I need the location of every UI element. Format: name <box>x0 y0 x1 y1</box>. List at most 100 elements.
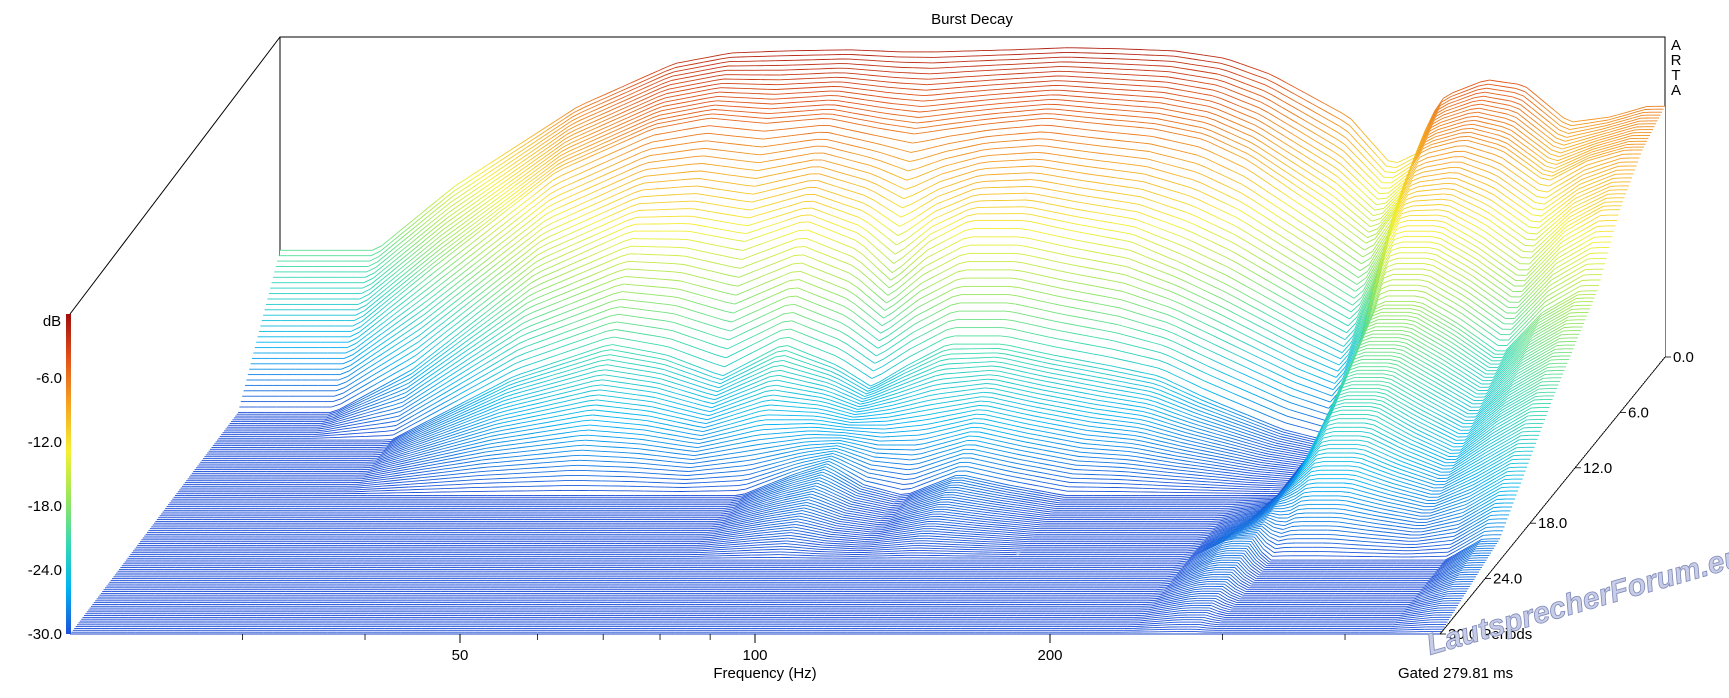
slice-segment <box>524 145 535 153</box>
slice-segment <box>1614 120 1624 124</box>
slice-segment <box>508 175 519 183</box>
slice-segment <box>598 103 609 109</box>
slice-segment <box>1229 101 1240 107</box>
slice-segment <box>1457 139 1468 142</box>
slice-segment <box>449 200 460 208</box>
slice-segment <box>1249 66 1259 71</box>
slice-segment <box>1462 105 1472 110</box>
slice-segment <box>591 125 602 131</box>
slice-segment <box>557 133 568 142</box>
slice-segment <box>629 82 639 88</box>
slice-segment <box>716 100 726 102</box>
slice-segment <box>1388 185 1398 194</box>
slice-segment <box>1528 115 1538 124</box>
slice-segment <box>434 228 445 237</box>
slice-segment <box>823 81 834 83</box>
slice-segment <box>501 149 512 157</box>
slice-segment <box>418 207 428 217</box>
slice-segment <box>1313 97 1324 104</box>
slice-segment <box>1535 94 1546 103</box>
slice-segment <box>1034 85 1045 88</box>
slice-segment <box>1553 109 1564 119</box>
slice-segment <box>1432 101 1443 116</box>
slice-segment <box>1437 107 1447 114</box>
slice-segment <box>1307 122 1318 129</box>
slice-segment <box>470 177 481 185</box>
slice-segment <box>544 128 555 136</box>
slice-segment <box>649 202 659 204</box>
slice-segment <box>1330 113 1341 120</box>
slice-segment <box>872 75 883 77</box>
slice-segment <box>1229 65 1239 70</box>
slice-segment <box>668 193 679 196</box>
slice-segment <box>576 124 586 130</box>
slice-segment <box>584 98 595 104</box>
slice-segment <box>1597 122 1607 126</box>
slice-segment <box>1543 138 1554 147</box>
slice-segment <box>1026 81 1037 84</box>
slice-segment <box>1198 70 1209 73</box>
slice-segment <box>897 87 908 90</box>
slice-segment <box>461 183 472 191</box>
slice-segment <box>928 78 938 80</box>
slice-segment <box>466 193 477 201</box>
slice-segment <box>1563 117 1573 123</box>
slice-segment <box>517 169 528 177</box>
slice-segment <box>684 92 694 95</box>
slice-segment <box>1534 131 1545 140</box>
slice-segment <box>556 113 567 121</box>
waterfall-slices <box>70 47 1665 635</box>
slice-segment <box>1242 94 1252 99</box>
slice-segment <box>623 100 634 106</box>
slice-segment <box>491 183 502 192</box>
slice-segment <box>664 71 675 76</box>
slice-segment <box>1037 145 1047 147</box>
slice-segment <box>453 184 464 192</box>
slice-segment <box>1246 77 1256 82</box>
slice-segment <box>575 103 585 109</box>
slice-segment <box>991 79 1001 81</box>
slice-segment <box>1094 72 1104 74</box>
slice-segment <box>1024 158 1035 161</box>
slice-segment <box>1517 83 1527 88</box>
slice-segment <box>614 104 624 110</box>
slice-segment <box>1482 99 1492 103</box>
slice-segment <box>854 73 864 76</box>
slice-segment <box>1178 72 1189 76</box>
slice-segment <box>588 112 598 118</box>
slice-segment <box>1185 84 1195 88</box>
slice-segment <box>549 135 560 144</box>
slice-segment <box>1549 122 1560 131</box>
slice-segment <box>663 75 673 80</box>
slice-segment <box>380 268 391 277</box>
slice-segment <box>367 261 378 267</box>
slice-segment <box>516 147 527 154</box>
slice-segment <box>1517 112 1528 121</box>
slice-segment <box>851 82 861 85</box>
slice-segment <box>565 107 576 115</box>
slice-segment <box>603 112 614 118</box>
slice-segment <box>644 83 655 89</box>
slice-segment <box>432 208 443 218</box>
slice-segment <box>1074 76 1084 78</box>
slice-segment <box>554 142 565 150</box>
slice-segment <box>1607 116 1618 121</box>
slice-segment <box>1314 140 1324 147</box>
slice-segment <box>885 65 895 68</box>
slice-segment <box>779 107 790 109</box>
slice-segment <box>617 95 627 101</box>
slice-segment <box>1163 60 1173 62</box>
slice-segment <box>1031 67 1041 69</box>
slice-segment <box>958 65 969 68</box>
slice-segment <box>1240 63 1250 68</box>
slice-segment <box>863 74 874 76</box>
slice-segment <box>425 235 436 245</box>
slice-segment <box>862 78 872 81</box>
slice-segment <box>454 210 465 218</box>
slice-segment <box>489 165 500 173</box>
slice-segment <box>1384 171 1395 174</box>
slice-segment <box>675 65 685 68</box>
slice-segment <box>589 107 600 113</box>
slice-segment <box>1386 165 1396 169</box>
slice-segment <box>573 107 584 113</box>
